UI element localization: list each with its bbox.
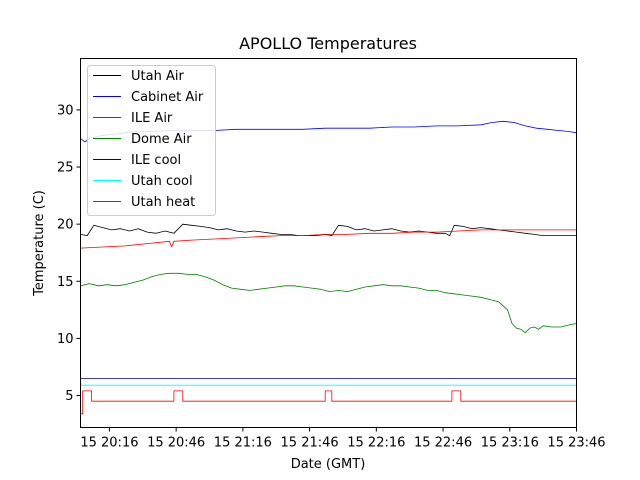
x-axis-ticks: 15 20:16 15 20:46 15 21:16 15 21:46 15 22:16… xyxy=(80,427,606,451)
series-line-utah-heat xyxy=(80,390,577,415)
x-tick-label: 15 21:46 xyxy=(281,436,339,451)
legend-item-ile-cool: ILE cool xyxy=(93,153,181,168)
y-tick-label: 10 xyxy=(57,332,74,347)
legend-item-ile-air: ILE Air xyxy=(93,111,173,126)
legend-item-dome-air: Dome Air xyxy=(93,132,192,147)
x-tick-label: 15 22:16 xyxy=(347,436,405,451)
y-tick-label: 30 xyxy=(57,103,74,118)
x-tick-label: 15 22:46 xyxy=(414,436,472,451)
x-tick-label: 15 20:16 xyxy=(80,436,138,451)
y-tick-label: 5 xyxy=(65,389,73,404)
series-line-dome-air xyxy=(80,272,577,334)
legend-label: Utah cool xyxy=(131,174,193,189)
legend-label: Utah Air xyxy=(131,69,184,84)
legend-item-utah-air: Utah Air xyxy=(93,69,184,84)
y-tick-label: 20 xyxy=(57,218,74,233)
series-line-ile-air xyxy=(80,229,577,249)
x-tick-label: 15 21:16 xyxy=(214,436,272,451)
legend-label: Utah heat xyxy=(131,195,195,210)
legend-items: Utah Air Cabinet Air ILE Air Dome Air ILE co… xyxy=(93,69,204,210)
legend-label: ILE Air xyxy=(131,111,173,126)
plot-frame xyxy=(80,58,577,428)
y-tick-label: 25 xyxy=(57,161,74,176)
legend-label: Cabinet Air xyxy=(131,90,204,105)
series-line-utah-air xyxy=(80,223,577,237)
legend: Utah Air Cabinet Air ILE Air Dome Air ILE co… xyxy=(87,65,216,216)
y-axis-ticks: 5 10 15 20 25 30 xyxy=(57,103,81,404)
legend-item-cabinet-air: Cabinet Air xyxy=(93,90,204,105)
x-tick-label: 15 20:46 xyxy=(147,436,205,451)
x-tick-label: 15 23:16 xyxy=(481,436,539,451)
legend-item-utah-cool: Utah cool xyxy=(93,174,193,189)
x-tick-label: 15 23:46 xyxy=(547,436,605,451)
y-tick-label: 15 xyxy=(57,275,74,290)
legend-label: ILE cool xyxy=(131,153,181,168)
y-axis-label: Temperature (C) xyxy=(32,190,47,297)
chart-title: APOLLO Temperatures xyxy=(239,34,417,53)
legend-box xyxy=(87,65,216,216)
x-axis-label: Date (GMT) xyxy=(291,457,366,472)
legend-item-utah-heat: Utah heat xyxy=(93,195,195,210)
legend-label: Dome Air xyxy=(131,132,192,147)
